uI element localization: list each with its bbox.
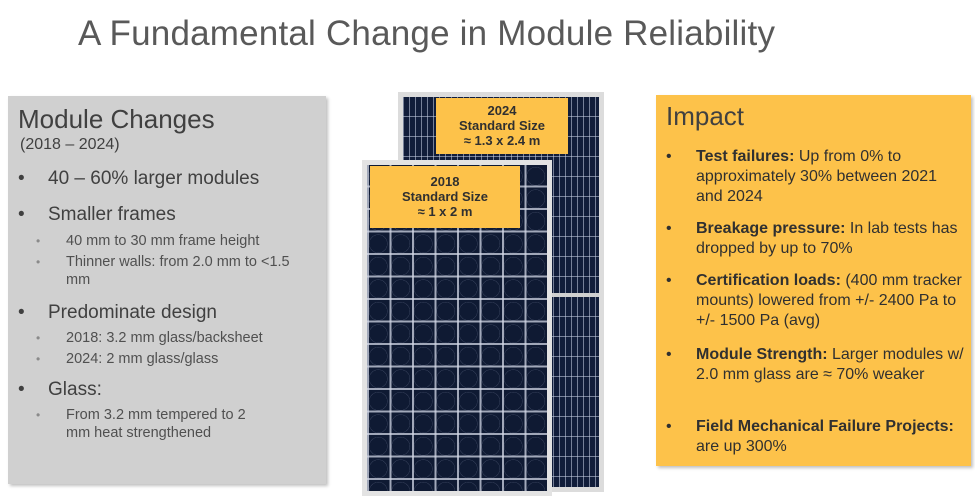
left-sub-2-2: • Thinner walls: from 2.0 mm to <1.5 mm (36, 253, 291, 289)
left-sub-3-2-text: 2024: 2 mm glass/glass (66, 351, 219, 367)
impact-item-1: • Test failures: Up from 0% to approximat… (666, 147, 966, 207)
impact-item-3-label: Certification loads: (696, 272, 841, 289)
left-sub-4-1: • From 3.2 mm tempered to 2 mm heat stren… (36, 406, 266, 442)
left-sub-2-2-text: Thinner walls: from 2.0 mm to <1.5 mm (66, 254, 290, 288)
impact-item-3: • Certification loads: (400 mm tracker mo… (666, 271, 966, 331)
impact-panel: Impact • Test failures: Up from 0% to app… (656, 95, 971, 466)
size-label-2024-title: Standard Size (459, 118, 545, 133)
bullet-dot: • (18, 168, 25, 189)
size-label-2018-dimensions: ≈ 1 x 2 m (417, 204, 473, 219)
module-changes-panel: Module Changes (2018 – 2024) • 40 – 60% l… (8, 96, 326, 484)
bullet-dot: • (18, 302, 25, 323)
sub-bullet-dot: • (36, 234, 41, 248)
left-bullet-1: • 40 – 60% larger modules (18, 168, 259, 190)
left-bullet-3: • Predominate design (18, 302, 217, 324)
impact-item-1-text: Up from 0% to approximately 30% between … (696, 148, 938, 205)
bullet-dot: • (666, 148, 672, 165)
left-sub-2-1: • 40 mm to 30 mm frame height (36, 232, 306, 250)
impact-item-3-text: (400 mm tracker mounts) lowered from +/-… (696, 272, 962, 329)
impact-item-4-text: Larger modules w/ 2.0 mm glass are ≈ 70%… (696, 346, 964, 383)
left-sub-3-2: • 2024: 2 mm glass/glass (36, 350, 316, 368)
impact-heading: Impact (666, 101, 745, 131)
slide-title: A Fundamental Change in Module Reliabili… (78, 14, 776, 53)
size-label-2018-year: 2018 (430, 174, 460, 189)
left-bullet-4: • Glass: (18, 379, 102, 401)
sub-bullet-dot: • (36, 331, 41, 345)
bullet-dot: • (666, 272, 672, 289)
impact-item-2-label: Breakage pressure: (696, 220, 846, 237)
sub-bullet-dot: • (36, 352, 41, 366)
left-bullet-2: • Smaller frames (18, 204, 176, 226)
left-sub-2-1-text: 40 mm to 30 mm frame height (66, 233, 260, 249)
impact-item-1-label: Test failures: (696, 148, 795, 165)
size-label-2024: 2024 Standard Size ≈ 1.3 x 2.4 m (436, 98, 568, 154)
module-changes-heading: Module Changes (18, 104, 215, 134)
size-label-2024-dimensions: ≈ 1.3 x 2.4 m (463, 133, 541, 148)
module-changes-years: (2018 – 2024) (20, 136, 120, 153)
left-bullet-1-text: 40 – 60% larger modules (48, 168, 260, 189)
bullet-dot: • (18, 379, 25, 400)
impact-item-5-label: Field Mechanical Failure Projects: (696, 418, 954, 435)
impact-item-2: • Breakage pressure: In lab tests has dro… (666, 219, 966, 259)
left-sub-3-1: • 2018: 3.2 mm glass/backsheet (36, 329, 316, 347)
impact-item-4: • Module Strength: Larger modules w/ 2.0 … (666, 345, 966, 385)
impact-item-5-text: are up 300% (696, 438, 787, 455)
left-bullet-3-text: Predominate design (48, 302, 217, 323)
bullet-dot: • (18, 204, 25, 225)
impact-item-4-label: Module Strength: (696, 346, 828, 363)
size-label-2024-year: 2024 (487, 103, 517, 118)
left-sub-4-1-text: From 3.2 mm tempered to 2 mm heat streng… (66, 407, 246, 441)
left-bullet-2-text: Smaller frames (48, 204, 176, 225)
bullet-dot: • (666, 220, 672, 237)
sub-bullet-dot: • (36, 255, 41, 269)
size-label-2018: 2018 Standard Size ≈ 1 x 2 m (370, 166, 520, 228)
bullet-dot: • (666, 418, 672, 435)
sub-bullet-dot: • (36, 408, 41, 422)
left-bullet-4-text: Glass: (48, 379, 102, 400)
impact-item-5: • Field Mechanical Failure Projects: are … (666, 417, 966, 457)
bullet-dot: • (666, 346, 672, 363)
impact-item-2-text: In lab tests has dropped by up to 70% (696, 220, 958, 257)
size-label-2018-title: Standard Size (402, 189, 488, 204)
left-sub-3-1-text: 2018: 3.2 mm glass/backsheet (66, 330, 263, 346)
